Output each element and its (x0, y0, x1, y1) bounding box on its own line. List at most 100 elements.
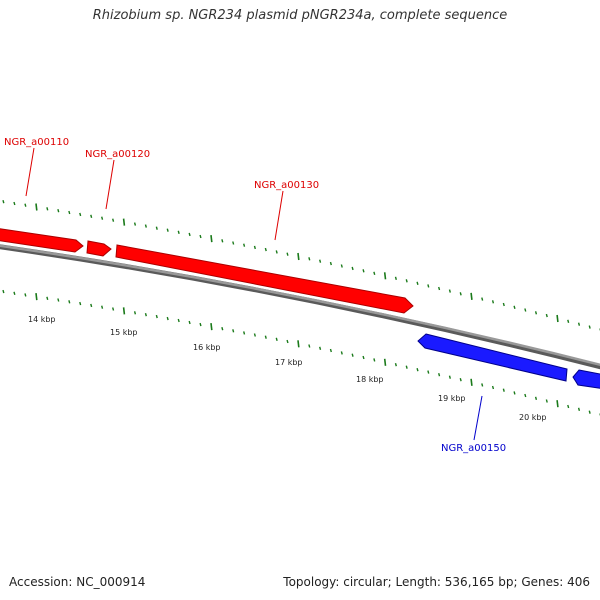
tick-mark-outer (329, 261, 332, 266)
gene-label-ngr-a00130[interactable]: NGR_a00130 (254, 180, 319, 191)
tick-mark-inner (297, 340, 300, 348)
topology-text: Topology: circular; Length: 536,165 bp; … (283, 575, 590, 589)
tick-mark-outer (133, 222, 137, 226)
gene-ngr-a00130[interactable] (115, 244, 414, 314)
backbone (0, 244, 600, 367)
tick-mark-inner (199, 322, 202, 327)
tick-mark-inner (2, 289, 5, 294)
tick-mark-inner (534, 396, 538, 400)
tick-mark-outer (243, 243, 246, 247)
tick-mark-outer (340, 264, 343, 268)
gene-ngr-a00150-next[interactable] (572, 369, 600, 389)
gene-ngr-a00150[interactable] (417, 333, 568, 382)
tick-mark-inner (155, 314, 158, 319)
tick-mark-outer (221, 239, 224, 243)
scale-label: 20 kbp (519, 413, 547, 422)
tick-mark-outer (101, 216, 104, 220)
leader-line-ngr-a00130 (274, 190, 284, 241)
leader-line-ngr-a00150 (473, 395, 483, 441)
tick-mark-inner (502, 388, 505, 392)
scale-label: 16 kbp (193, 343, 221, 352)
tick-mark-outer (351, 266, 354, 271)
scale-label: 17 kbp (275, 358, 303, 367)
tick-mark-inner (57, 298, 60, 302)
tick-mark-outer (166, 228, 169, 232)
tick-mark-inner (112, 307, 115, 311)
tick-mark-outer (177, 230, 180, 234)
tick-mark-inner (177, 318, 180, 323)
tick-mark-inner (46, 296, 49, 300)
tick-mark-inner (577, 407, 581, 411)
tick-mark-outer (373, 271, 376, 275)
tick-mark-outer (394, 276, 397, 280)
tick-mark-inner (122, 307, 126, 315)
tick-mark-inner (513, 391, 516, 395)
backbone-shadow (0, 244, 600, 370)
tick-mark-outer (46, 207, 49, 211)
tick-mark-outer (13, 201, 16, 206)
tick-mark-inner (394, 363, 397, 367)
tick-mark-inner (232, 329, 235, 333)
tick-mark-inner (101, 305, 104, 309)
accession-text: Accession: NC_000914 (9, 575, 146, 589)
tick-mark-inner (373, 358, 376, 362)
tick-mark-outer (481, 297, 484, 301)
tick-mark-inner (405, 365, 408, 369)
tick-mark-outer (122, 218, 126, 226)
tick-mark-inner (275, 337, 278, 341)
tick-mark-outer (383, 272, 387, 280)
tick-row-inner (2, 289, 600, 417)
tick-mark-inner (264, 335, 267, 339)
tick-mark-outer (275, 250, 278, 254)
tick-mark-inner (319, 346, 322, 350)
gene-label-ngr-a00120[interactable]: NGR_a00120 (85, 149, 150, 160)
tick-mark-outer (286, 252, 289, 256)
tick-mark-outer (79, 212, 82, 217)
tick-mark-outer (188, 232, 191, 237)
gene-ngr-a00110[interactable] (0, 228, 84, 253)
tick-mark-outer (524, 308, 527, 312)
gene-label-ngr-a00150[interactable]: NGR_a00150 (441, 443, 506, 454)
tick-mark-outer (491, 300, 495, 304)
tick-mark-inner (24, 293, 27, 297)
tick-mark-outer (155, 226, 158, 230)
tick-mark-inner (35, 293, 38, 301)
tick-mark-outer (588, 325, 591, 329)
tick-mark-inner (351, 353, 354, 357)
tick-mark-outer (427, 284, 430, 288)
tick-mark-outer (470, 292, 473, 300)
scale-label: 14 kbp (28, 315, 56, 324)
tick-mark-outer (416, 281, 419, 285)
tick-mark-inner (383, 358, 387, 366)
tick-mark-outer (297, 252, 300, 261)
tick-row-outer (2, 200, 600, 332)
tick-mark-outer (567, 319, 570, 323)
tick-mark-inner (362, 355, 365, 360)
tick-mark-outer (405, 279, 408, 283)
tick-mark-outer (210, 235, 213, 243)
tick-mark-inner (221, 327, 224, 331)
tick-mark-outer (577, 322, 581, 326)
tick-mark-inner (427, 370, 430, 374)
gene-label-ngr-a00110[interactable]: NGR_a00110 (4, 137, 69, 148)
tick-mark-inner (133, 311, 137, 315)
tick-mark-outer (513, 305, 516, 309)
tick-mark-inner (90, 303, 93, 308)
tick-mark-outer (459, 292, 462, 296)
tick-mark-inner (68, 300, 71, 304)
tick-mark-outer (24, 203, 27, 207)
tick-mark-outer (35, 203, 38, 211)
leader-line-ngr-a00120 (105, 159, 115, 210)
tick-mark-inner (253, 333, 256, 337)
tick-mark-inner (308, 344, 311, 348)
tick-mark-outer (319, 259, 322, 263)
tick-mark-inner (438, 373, 441, 377)
tick-mark-inner (470, 378, 473, 386)
gene-ngr-a00120[interactable] (86, 240, 112, 257)
tick-mark-inner (340, 351, 343, 355)
tick-mark-outer (2, 200, 5, 204)
tick-mark-inner (524, 393, 527, 398)
tick-mark-inner (210, 323, 213, 331)
tick-mark-outer (556, 314, 559, 323)
